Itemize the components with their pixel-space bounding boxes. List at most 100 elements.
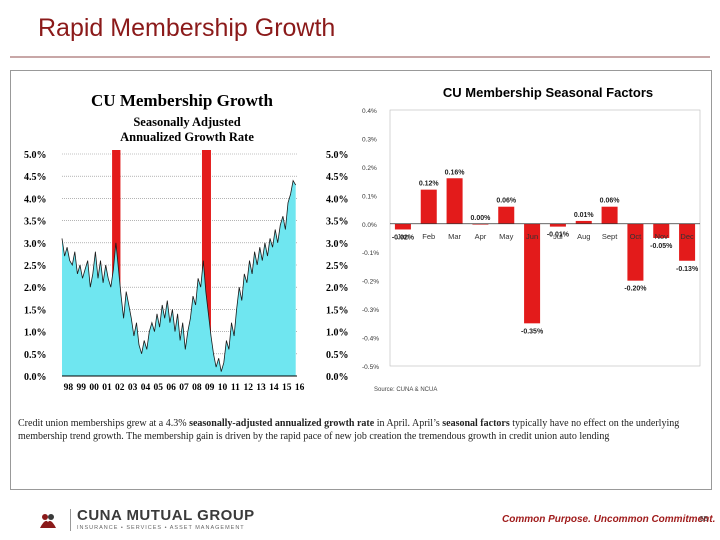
chart-subtitle: Annualized Growth Rate	[120, 130, 254, 144]
x-tick-label: 05	[154, 383, 164, 393]
y-tick-label: 0.1%	[362, 193, 377, 200]
highlight-band	[201, 150, 211, 376]
growth-area	[62, 180, 296, 376]
y-tick-label-left: 4.5%	[24, 172, 47, 183]
y-tick-label: 0.3%	[362, 136, 377, 143]
y-tick-label: 0.0%	[362, 222, 377, 229]
x-tick-label: Jun	[526, 232, 538, 241]
data-label: 0.12%	[419, 181, 440, 188]
caption-text: Credit union memberships grew at a 4.3% …	[18, 418, 708, 443]
bar	[394, 223, 411, 230]
y-tick-label-right: 4.0%	[326, 194, 349, 205]
caption-segment: in April. April’s	[374, 418, 443, 429]
brand-tagline: Common Purpose. Uncommon Commitment.	[502, 514, 716, 525]
data-label: -0.02%	[392, 234, 415, 241]
x-tick-label: Mar	[448, 232, 461, 241]
seasonal-factors-chart: CU Membership Seasonal Factors 0.4% 0.3% 0.…	[362, 85, 701, 393]
bar	[524, 223, 541, 324]
bar	[679, 223, 696, 261]
y-tick-label-left: 3.0%	[24, 239, 47, 250]
cuna-logo-icon	[40, 513, 56, 528]
bar	[549, 223, 566, 227]
x-tick-label: 01	[102, 383, 112, 393]
caption-segment: seasonally-adjusted annualized growth ra…	[189, 418, 375, 429]
y-tick-label-right: 0.5%	[326, 350, 349, 361]
company-logo: CUNA MUTUAL GROUP INSURANCE • SERVICES •…	[38, 508, 255, 531]
title-divider	[10, 56, 710, 58]
x-tick-label: 00	[89, 383, 99, 393]
bar	[653, 223, 670, 238]
company-tagline: INSURANCE • SERVICES • ASSET MANAGEMENT	[77, 525, 245, 531]
x-tick-label: 02	[115, 383, 125, 393]
y-tick-label-left: 3.5%	[24, 217, 47, 228]
chart-title: CU Membership Seasonal Factors	[443, 85, 653, 100]
y-tick-label: -0.3%	[362, 307, 379, 314]
y-tick-label-right: 2.0%	[326, 283, 349, 294]
x-tick-label: Sept	[602, 232, 618, 241]
x-tick-label: Aug	[577, 232, 590, 241]
y-tick-label-right: 1.5%	[326, 305, 349, 316]
y-tick-label-right: 3.5%	[326, 217, 349, 228]
y-tick-label-left: 1.0%	[24, 328, 47, 339]
x-tick-label: 12	[243, 383, 253, 393]
y-tick-label-right: 0.0%	[326, 372, 349, 383]
x-tick-label: Feb	[422, 232, 435, 241]
data-label: -0.35%	[521, 328, 544, 335]
x-tick-label: 03	[128, 383, 138, 393]
x-tick-label: 09	[205, 383, 215, 393]
data-label: -0.05%	[650, 243, 673, 250]
data-label: 0.01%	[574, 212, 595, 219]
data-label: 0.00%	[470, 215, 491, 222]
x-tick-label: 13	[256, 383, 266, 393]
x-tick-label: 99	[77, 383, 87, 393]
y-tick-label-left: 5.0%	[24, 150, 47, 161]
x-tick-label: 07	[179, 383, 189, 393]
y-tick-label-left: 2.0%	[24, 283, 47, 294]
caption-segment: Credit union memberships grew at a 4.3%	[18, 418, 190, 429]
data-label: -0.13%	[676, 266, 699, 273]
source-note: Source: CUNA & NCUA	[374, 387, 437, 393]
x-tick-label: 16	[295, 383, 305, 393]
bar	[420, 189, 437, 224]
content-frame	[10, 70, 712, 490]
x-tick-label: Nov	[655, 232, 669, 241]
bar	[498, 206, 515, 224]
bar	[601, 206, 618, 224]
x-tick-label: 11	[231, 383, 240, 393]
y-tick-label-right: 4.5%	[326, 172, 349, 183]
bar	[446, 178, 463, 224]
y-tick-label-left: 0.5%	[24, 350, 47, 361]
data-label: 0.06%	[496, 198, 517, 205]
x-tick-label: 15	[282, 383, 292, 393]
y-tick-label-right: 3.0%	[326, 239, 349, 250]
membership-growth-chart: CU Membership Growth Seasonally AdjustedA…	[24, 91, 349, 393]
logo-separator	[70, 508, 71, 531]
data-label: -0.01%	[547, 232, 570, 239]
caption-segment: typically have no effect on the underlyi…	[18, 418, 680, 442]
y-tick-label: -0.1%	[362, 250, 379, 257]
y-tick-label-left: 0.0%	[24, 372, 47, 383]
data-label: 0.06%	[600, 198, 621, 205]
x-tick-label: Jul	[553, 232, 563, 241]
y-tick-label-left: 4.0%	[24, 194, 47, 205]
data-label: -0.20%	[624, 286, 647, 293]
y-tick-label-right: 1.0%	[326, 328, 349, 339]
y-tick-label: -0.4%	[362, 336, 379, 343]
x-tick-label: Apr	[475, 232, 487, 241]
growth-line	[61, 179, 297, 372]
chart-title: CU Membership Growth	[91, 91, 273, 110]
x-tick-label: Oct	[630, 232, 643, 241]
y-tick-label-left: 1.5%	[24, 305, 47, 316]
x-tick-label: 10	[218, 383, 228, 393]
x-tick-label: 04	[141, 383, 151, 393]
x-tick-label: May	[499, 232, 513, 241]
x-tick-label: 08	[192, 383, 202, 393]
y-tick-label-left: 2.5%	[24, 261, 47, 272]
y-tick-label: 0.2%	[362, 165, 377, 172]
caption-segment: seasonal factors	[442, 418, 510, 429]
chart-subtitle: Seasonally Adjusted	[133, 115, 240, 129]
bar	[627, 223, 644, 281]
company-name: CUNA MUTUAL GROUP	[77, 507, 255, 524]
x-tick-label: 06	[166, 383, 176, 393]
data-label: 0.16%	[445, 169, 466, 176]
